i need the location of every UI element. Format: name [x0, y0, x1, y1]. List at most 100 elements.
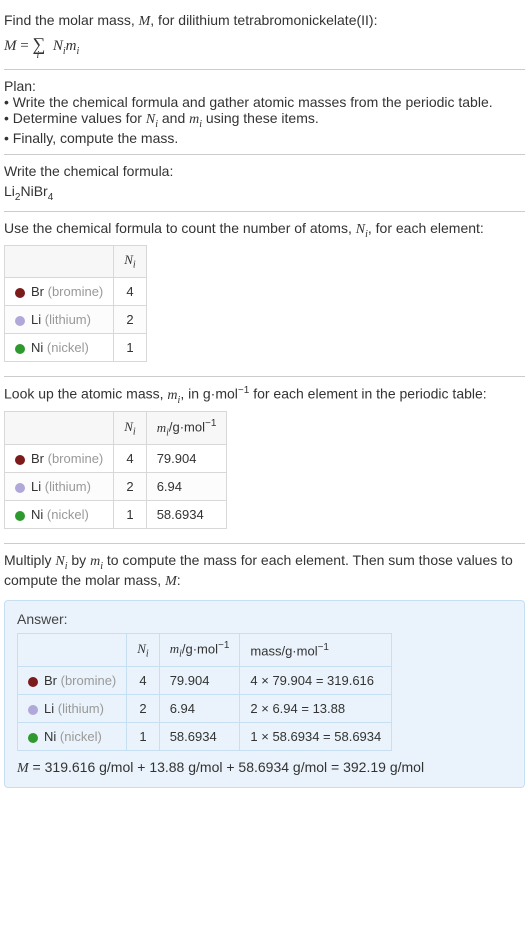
var-mi: mi [189, 112, 202, 127]
calc-cell: 2 × 6.94 = 13.88 [240, 695, 392, 723]
n-cell: 4 [114, 445, 146, 473]
count-Ni: Ni [356, 222, 368, 237]
mul-M: M [165, 574, 177, 589]
chem-br-n: 4 [48, 192, 54, 203]
intro-line: Find the molar mass, M, for dilithium te… [4, 12, 525, 30]
m-cell: 6.94 [159, 695, 240, 723]
count-ta: Use the chemical formula to count the nu… [4, 220, 356, 236]
mul-a: Multiply [4, 552, 55, 568]
col-mi: mi/g·mol−1 [159, 634, 240, 667]
lu-mi: mi [167, 388, 180, 403]
element-dot-icon [28, 677, 38, 687]
n-cell: 4 [127, 667, 159, 695]
plan-b2b: and [158, 110, 189, 126]
eq-N: N [53, 38, 63, 54]
col-ni: Ni [127, 634, 159, 667]
table-header: Ni [5, 246, 147, 278]
answer-label: Answer: [17, 611, 512, 627]
element-cell: Br (bromine) [5, 445, 114, 473]
chem-br: Br [34, 183, 48, 199]
multiply-section: Multiply Ni by mi to compute the mass fo… [4, 544, 525, 796]
mul-b: by [67, 552, 90, 568]
plan-b2c: using these items. [202, 110, 319, 126]
table-row: Br (bromine)4 [5, 277, 147, 305]
intro-section: Find the molar mass, M , for dilithium te… [4, 4, 525, 70]
n-cell: 1 [127, 723, 159, 751]
table-row: Ni (nickel)158.6934 [5, 501, 227, 529]
answer-table: Ni mi/g·mol−1 mass/g·mol−1 Br (bromine)4… [17, 633, 392, 751]
element-cell: Li (lithium) [18, 695, 127, 723]
multiply-text: Multiply Ni by mi to compute the mass fo… [4, 552, 525, 590]
calc-cell: 4 × 79.904 = 319.616 [240, 667, 392, 695]
count-section: Use the chemical formula to count the nu… [4, 212, 525, 377]
lookup-table: Ni mi/g·mol−1 Br (bromine)479.904Li (lit… [4, 411, 227, 529]
lu-tb: , in g·mol [180, 386, 238, 402]
chem-li: Li [4, 183, 15, 199]
sigma-icon: ∑i [32, 34, 45, 54]
mul-d: : [177, 572, 181, 588]
write-formula-title: Write the chemical formula: [4, 163, 525, 179]
lookup-title: Look up the atomic mass, mi, in g·mol−1 … [4, 385, 525, 405]
table-row: Br (bromine)479.9044 × 79.904 = 319.616 [18, 667, 392, 695]
table-row: Ni (nickel)158.69341 × 58.6934 = 58.6934 [18, 723, 392, 751]
table-row: Li (lithium)26.942 × 6.94 = 13.88 [18, 695, 392, 723]
col-mi: mi/g·mol−1 [146, 412, 227, 445]
n-cell: 2 [114, 473, 146, 501]
ans-col-mi: m [170, 641, 179, 656]
final-sum: = 319.616 g/mol + 13.88 g/mol + 58.6934 … [29, 759, 424, 775]
answer-box: Answer: Ni mi/g·mol−1 mass/g·mol−1 Br (b… [4, 600, 525, 788]
element-dot-icon [28, 705, 38, 715]
plan-section: Plan: • Write the chemical formula and g… [4, 70, 525, 155]
intro-text2: , for dilithium tetrabromonickelate(II): [150, 12, 377, 28]
intro-text: Find the molar mass, [4, 12, 139, 28]
col-element [5, 412, 114, 445]
lu-col-ni: N [124, 419, 133, 434]
plan-bullet-2: • Determine values for Ni and mi using t… [4, 110, 525, 130]
col-ni: Ni [114, 412, 146, 445]
element-dot-icon [28, 733, 38, 743]
molar-mass-equation: M = ∑i Nimi [4, 34, 525, 57]
n-cell: 1 [114, 333, 146, 361]
element-dot-icon [15, 316, 25, 326]
table-row: Li (lithium)26.94 [5, 473, 227, 501]
table-header: Ni mi/g·mol−1 mass/g·mol−1 [18, 634, 392, 667]
table-row: Ni (nickel)1 [5, 333, 147, 361]
element-cell: Br (bromine) [5, 277, 114, 305]
lookup-section: Look up the atomic mass, mi, in g·mol−1 … [4, 377, 525, 544]
element-cell: Li (lithium) [5, 473, 114, 501]
lu-tc: for each element in the periodic table: [249, 386, 486, 402]
n-cell: 1 [114, 501, 146, 529]
element-cell: Ni (nickel) [18, 723, 127, 751]
chem-ni: Ni [20, 183, 33, 199]
table-row: Li (lithium)2 [5, 305, 147, 333]
calc-cell: 1 × 58.6934 = 58.6934 [240, 723, 392, 751]
ans-col-mi-unit: /g·mol [182, 641, 218, 656]
lu-col-mi: m [157, 420, 166, 435]
var-Ni: Ni [146, 112, 158, 127]
table-row: Br (bromine)479.904 [5, 445, 227, 473]
ans-col-exp: −1 [218, 640, 229, 651]
n-cell: 2 [127, 695, 159, 723]
mul-Ni: Ni [55, 554, 67, 569]
m-cell: 6.94 [146, 473, 227, 501]
eq-lhs: M [4, 38, 17, 54]
write-formula-section: Write the chemical formula: Li2NiBr4 [4, 155, 525, 212]
chemical-formula: Li2NiBr4 [4, 183, 525, 203]
count-table: Ni Br (bromine)4Li (lithium)2Ni (nickel)… [4, 245, 147, 362]
element-dot-icon [15, 288, 25, 298]
final-M: M [17, 761, 29, 776]
col-ni: Ni [114, 246, 146, 278]
element-dot-icon [15, 511, 25, 521]
plan-bullet-1: • Write the chemical formula and gather … [4, 94, 525, 110]
lu-col-exp: −1 [205, 418, 216, 429]
element-cell: Ni (nickel) [5, 501, 114, 529]
m-cell: 58.6934 [159, 723, 240, 751]
col-element [18, 634, 127, 667]
element-dot-icon [15, 455, 25, 465]
count-title: Use the chemical formula to count the nu… [4, 220, 525, 240]
lu-col-mi-unit: /g·mol [169, 420, 205, 435]
m-cell: 79.904 [159, 667, 240, 695]
col-ni-N: N [124, 252, 133, 267]
ans-col-mass-exp: −1 [318, 642, 329, 653]
ans-col-mass: mass/g·mol [250, 643, 317, 658]
